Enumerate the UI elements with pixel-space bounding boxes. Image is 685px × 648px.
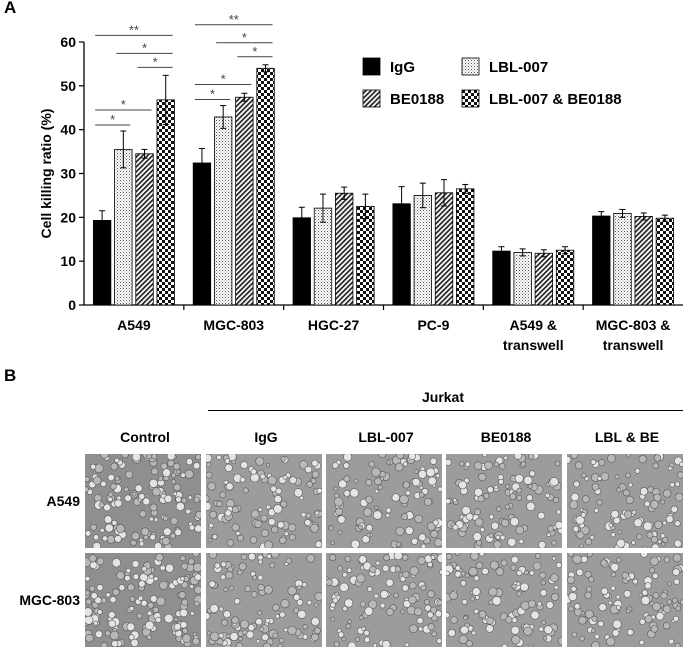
significance-star: **: [229, 12, 239, 27]
column-label: Control: [120, 429, 170, 445]
bar-hatch: [335, 192, 354, 306]
bar-checker: [256, 67, 275, 306]
bar-hatch: [235, 96, 254, 306]
column-label: LBL-007: [358, 429, 414, 445]
significance-star: *: [242, 30, 247, 45]
legend-label: IgG: [390, 59, 415, 76]
jurkat-group-line: [208, 410, 683, 412]
bar-checker: [456, 188, 475, 306]
microscopy-image: [446, 454, 562, 548]
legend-label: BE0188: [390, 91, 444, 108]
bar-dots: [114, 148, 133, 306]
bar-dots: [313, 207, 333, 306]
significance-star: *: [110, 112, 115, 127]
x-category-label: A549 & transwell: [503, 317, 564, 353]
y-tick-label: 60: [60, 34, 76, 50]
legend-label: LBL-007: [489, 59, 548, 76]
microscopy-image: [567, 553, 683, 647]
bar-dots: [213, 116, 233, 306]
row-label: A549: [46, 493, 80, 509]
microscopy-image: [446, 553, 562, 647]
bar-dots: [513, 251, 532, 306]
bar-checker: [555, 249, 575, 306]
bar-solid: [192, 162, 212, 306]
microscopy-image: [206, 454, 322, 548]
microscopy-image: [85, 454, 201, 548]
y-tick-label: 10: [60, 253, 76, 269]
column-label: LBL & BE: [594, 429, 660, 445]
panel-b-letter: B: [4, 366, 17, 385]
bar-checker: [156, 99, 175, 306]
significance-star: *: [142, 40, 147, 55]
bar-hatch: [434, 192, 454, 306]
bar-hatch: [534, 252, 553, 306]
jurkat-group-label: Jurkat: [421, 389, 465, 405]
legend-swatch-solid: [362, 57, 381, 76]
bar-chart: 0 10 20 30 40 50 60 A549 MGC-803 HGC-27 PC-9 A549 &…: [38, 12, 683, 353]
microscopy-image: [85, 553, 201, 647]
microscopy-image: [326, 454, 442, 548]
bar-checker: [655, 217, 675, 306]
significance-star: *: [252, 44, 257, 59]
bar-solid: [92, 220, 112, 306]
bar-hatch: [135, 153, 154, 306]
x-category-label: HGC-27: [308, 317, 360, 333]
microscopy-image: [567, 454, 683, 548]
row-label: MGC-803: [19, 592, 80, 608]
legend-swatch-dots: [461, 57, 480, 76]
microscopy-image: [206, 553, 322, 647]
bar-dots: [613, 212, 632, 306]
legend-label: LBL-007 & BE0188: [489, 91, 622, 108]
y-tick-label: 30: [60, 166, 76, 182]
column-label: BE0188: [480, 429, 532, 445]
significance-star: *: [121, 97, 126, 112]
microscopy-image: [326, 553, 442, 647]
y-tick-label: 40: [60, 122, 76, 138]
x-category-label: PC-9: [417, 317, 449, 333]
bar-solid: [592, 215, 611, 306]
x-category-label: MGC-803 & transwell: [596, 317, 671, 353]
legend-swatch-hatch: [362, 89, 381, 108]
panel-a-letter: A: [4, 0, 17, 17]
bar-hatch: [634, 216, 653, 306]
y-tick-label: 20: [60, 209, 76, 225]
bar-solid: [292, 217, 311, 306]
significance-star: *: [221, 72, 226, 87]
y-tick-label: 0: [68, 297, 76, 313]
legend-swatch-checker: [461, 89, 480, 108]
column-label: IgG: [254, 429, 278, 445]
bar-dots: [413, 195, 432, 306]
x-category-label: MGC-803: [203, 317, 264, 333]
significance-star: **: [129, 22, 139, 37]
x-category-label: A549: [117, 317, 151, 333]
y-axis-title: Cell killing ratio (%): [38, 109, 54, 239]
bar-checker: [356, 205, 375, 306]
significance-star: *: [210, 87, 215, 102]
significance-star: *: [153, 54, 158, 69]
y-tick-label: 50: [60, 78, 76, 94]
bar-solid: [492, 250, 511, 306]
